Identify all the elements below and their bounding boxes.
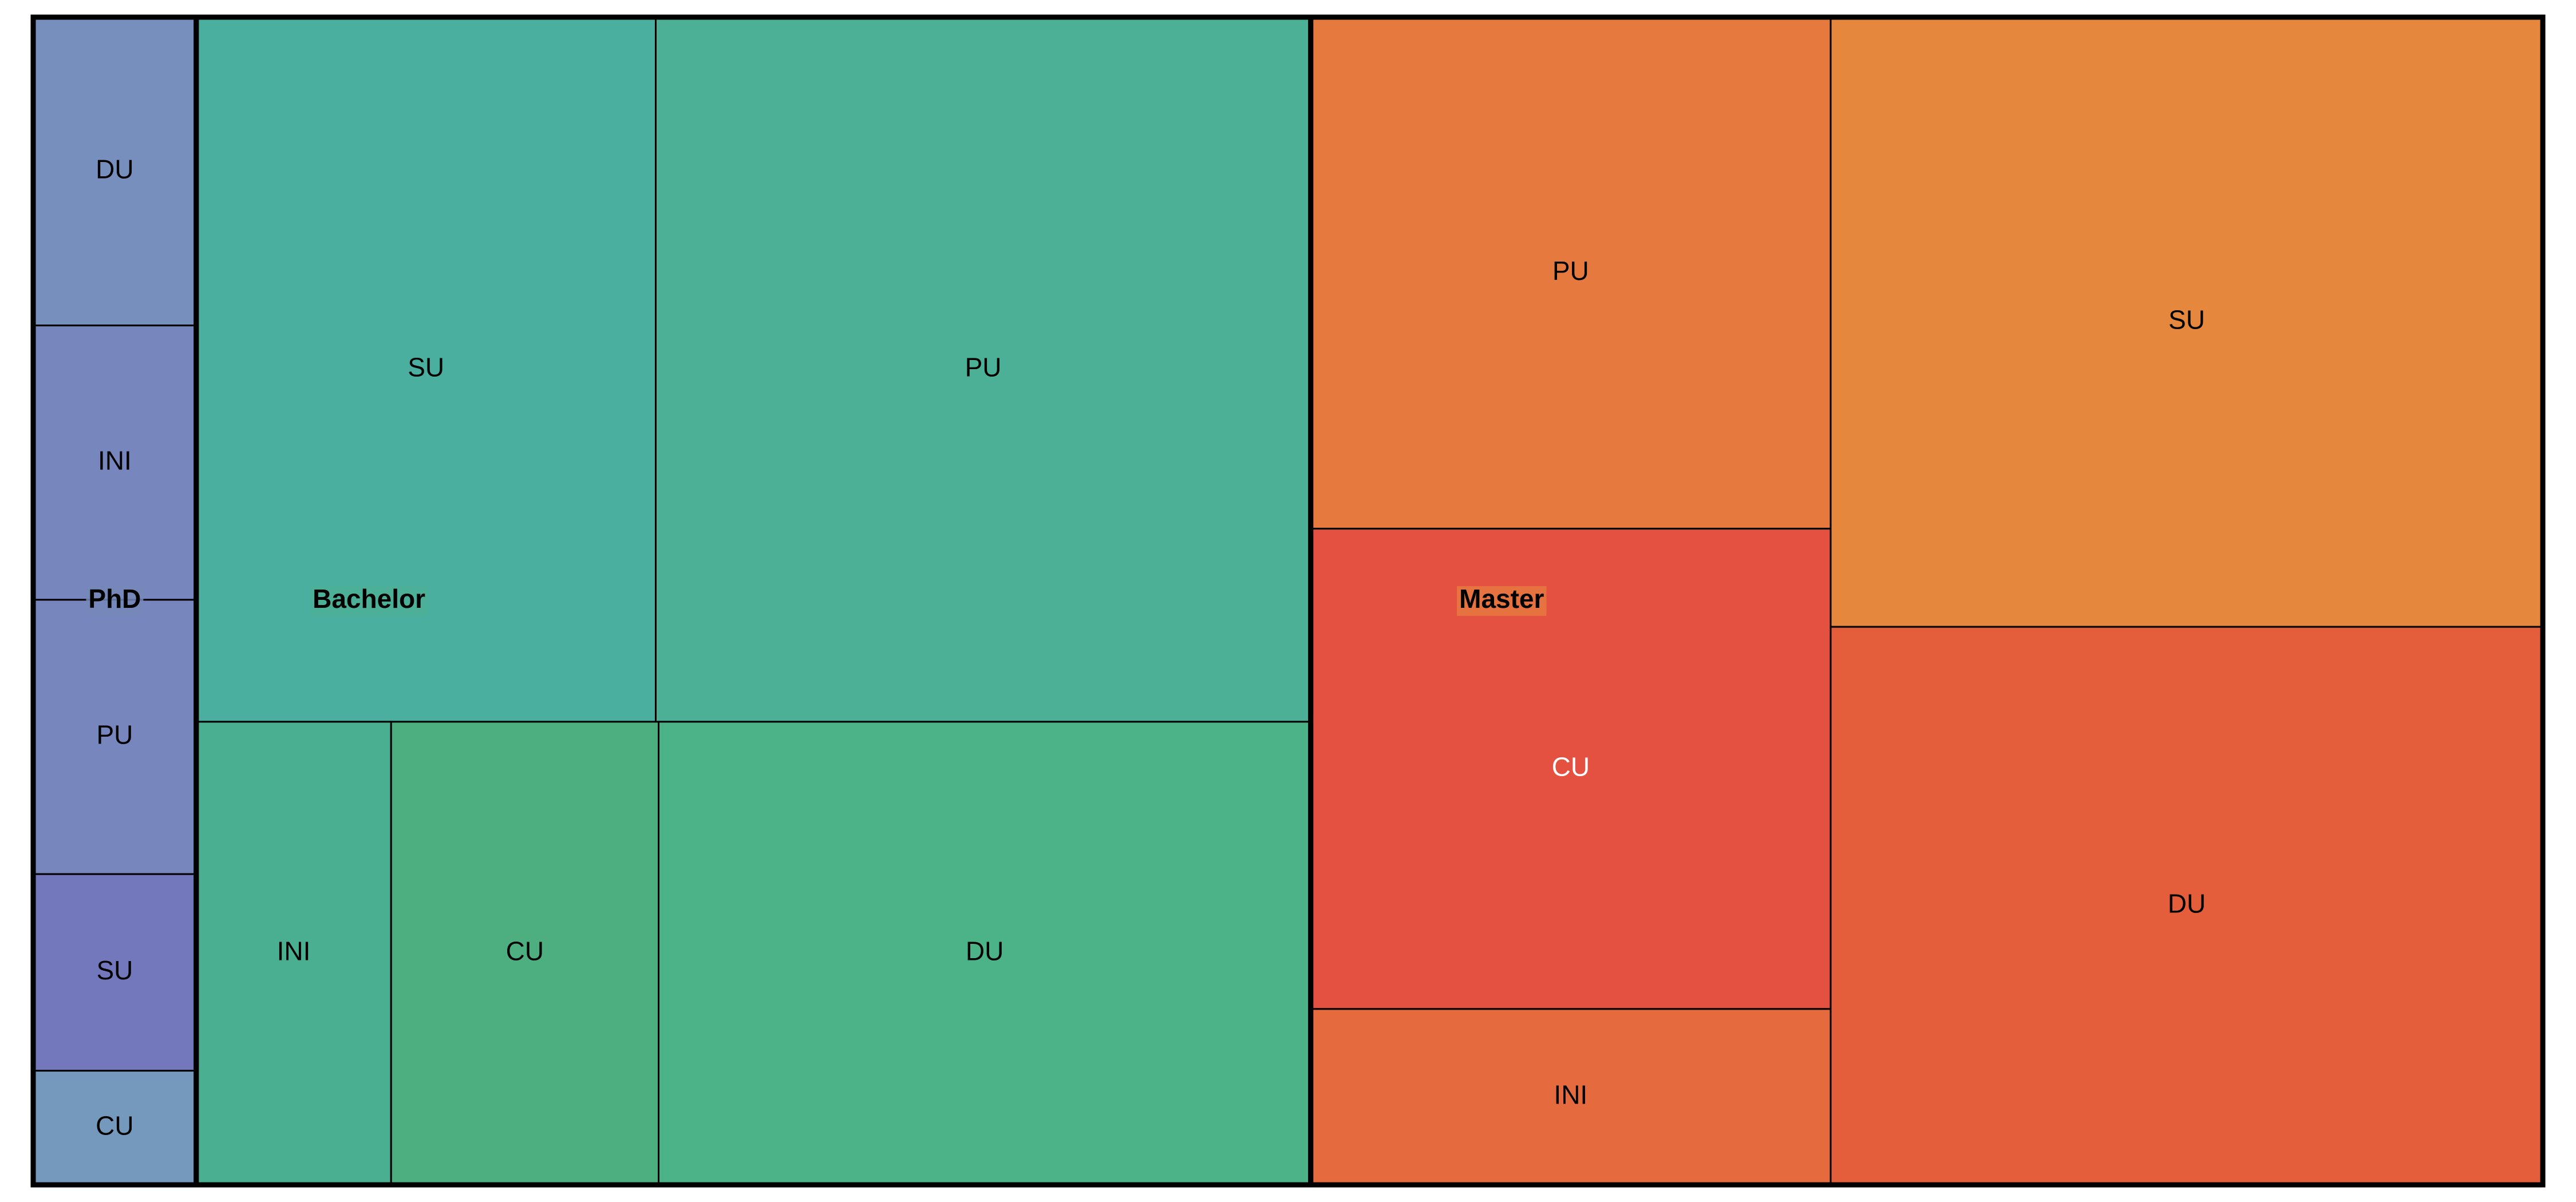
group-labels-layer: PhD Bachelor Master: [86, 584, 1547, 616]
treemap-cell-master-cu: [1310, 528, 1832, 1010]
treemap-outer-frame: [30, 14, 2546, 1188]
treemap-cell-label-bachelor-du: DU: [966, 936, 1003, 966]
treemap-cell-label-master-su: SU: [2168, 305, 2205, 335]
treemap-cell-bachelor-ini: [195, 721, 392, 1186]
leaf-labels-layer: DU INI PU SU CU SU PU INI CU DU PU CU INI SU DU: [96, 154, 2206, 1140]
treemap-group-label-bg-bachelor: [310, 586, 428, 616]
cells-layer: [32, 16, 2544, 1186]
treemap-cell-master-du: [1830, 626, 2544, 1186]
treemap-cell-phd-ini: [32, 325, 197, 601]
treemap-cell-label-master-cu: CU: [1552, 752, 1590, 781]
treemap-cell-label-master-pu: PU: [1552, 256, 1589, 286]
group-borders-layer: [30, 14, 2546, 1188]
treemap-cell-phd-su: [32, 873, 197, 1072]
treemap-cell-label-phd-pu: PU: [96, 720, 133, 750]
treemap-cell-label-master-ini: INI: [1554, 1080, 1587, 1110]
treemap-cell-label-phd-su: SU: [96, 955, 133, 985]
treemap-group-label-bg-phd: [86, 586, 144, 616]
treemap-group-label-bg-master: [1457, 586, 1547, 616]
treemap-cell-phd-cu: [32, 1070, 197, 1186]
treemap-group-label-bachelor: Bachelor: [313, 584, 425, 614]
treemap-group-label-phd: PhD: [88, 584, 141, 614]
treemap-cell-label-bachelor-cu: CU: [506, 936, 544, 966]
treemap-cell-label-master-du: DU: [2168, 889, 2206, 919]
treemap-cell-bachelor-pu: [654, 16, 1312, 723]
treemap-cell-phd-du: [32, 16, 197, 327]
treemap-cell-label-bachelor-pu: PU: [965, 353, 1002, 382]
treemap-cell-master-ini: [1310, 1008, 1832, 1186]
treemap-group-label-master: Master: [1459, 584, 1544, 614]
treemap-cell-label-bachelor-ini: INI: [277, 936, 311, 966]
treemap-cell-label-phd-ini: INI: [98, 445, 132, 475]
treemap-cell-label-bachelor-su: SU: [408, 353, 444, 382]
treemap-cell-bachelor-du: [658, 721, 1312, 1186]
treemap-cell-label-phd-cu: CU: [96, 1110, 133, 1140]
treemap-cell-label-phd-du: DU: [96, 154, 133, 184]
